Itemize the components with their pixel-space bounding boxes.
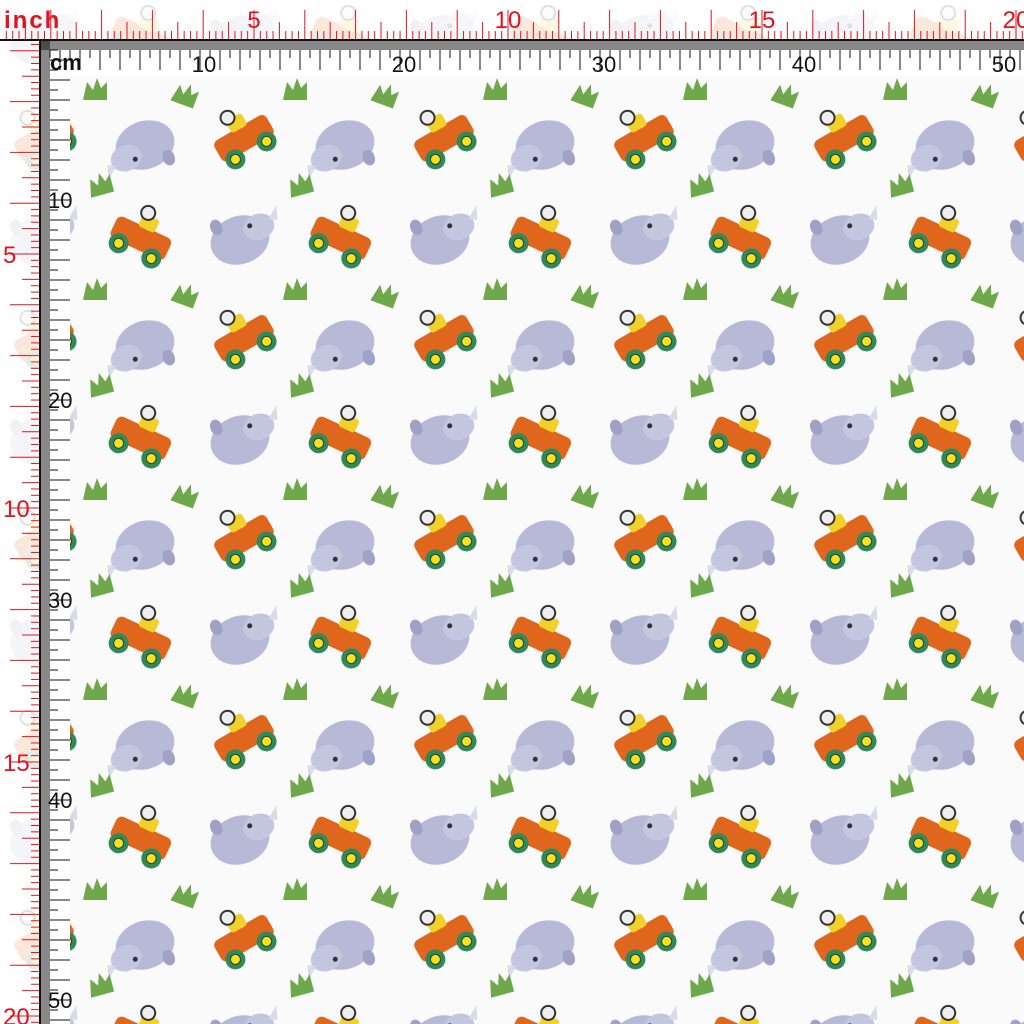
inch-number: 5	[247, 7, 260, 34]
cm-number: 20	[48, 388, 72, 413]
inch-number: 20	[1003, 7, 1024, 34]
inch-strip-left	[0, 40, 40, 1024]
inch-number: 15	[749, 7, 776, 34]
cm-number: 50	[48, 988, 72, 1013]
inch-label: inch	[4, 7, 61, 34]
inch-strip-top	[0, 0, 1024, 40]
cm-number: 50	[992, 52, 1016, 77]
cm-number: 40	[48, 788, 72, 813]
cm-number: 20	[392, 52, 416, 77]
inch-number: 10	[3, 496, 30, 523]
cm-number: 10	[48, 188, 72, 213]
cm-label: cm	[50, 50, 82, 75]
inch-number: 20	[3, 1004, 30, 1024]
cm-number: 10	[192, 52, 216, 77]
cm-number: 40	[792, 52, 816, 77]
inch-number: 5	[3, 242, 16, 269]
cm-number: 30	[48, 588, 72, 613]
ruler-ticks	[5, 10, 1024, 1024]
inch-number: 10	[495, 7, 522, 34]
inch-number: 15	[3, 750, 30, 777]
cm-number: 30	[592, 52, 616, 77]
